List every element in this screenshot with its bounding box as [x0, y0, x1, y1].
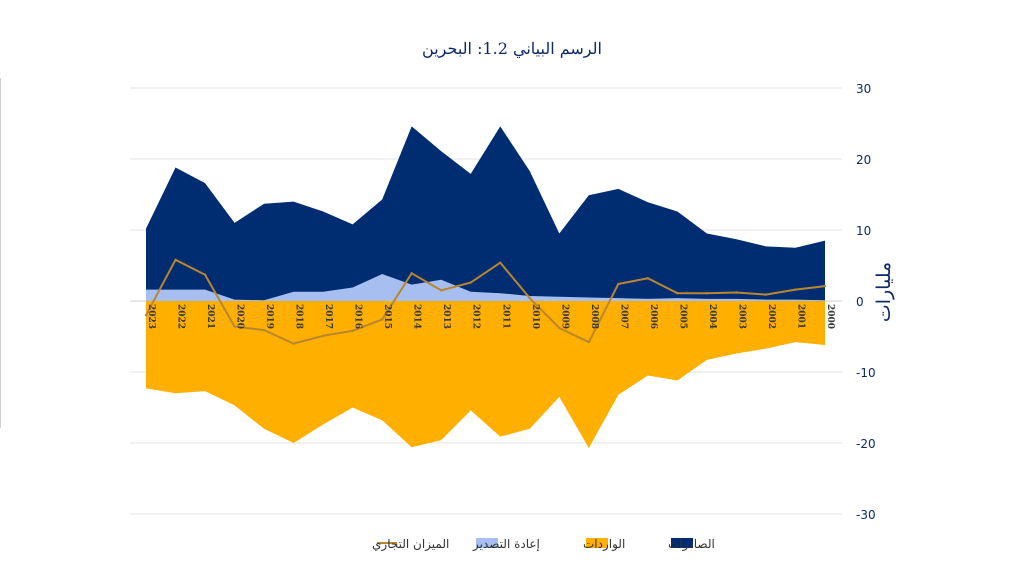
x-tick-label: 2015 [382, 304, 392, 329]
line-point [440, 289, 443, 292]
y-axis-label: مليارات [873, 262, 895, 322]
x-tick-label: 2009 [559, 304, 569, 329]
x-tick-label: 2003 [736, 304, 746, 329]
legend-label: الواردات [583, 537, 625, 552]
x-tick-label: 2001 [795, 304, 805, 329]
line-point [617, 282, 620, 286]
y-tick-label: 30 [856, 82, 871, 96]
x-tick-label: 2019 [264, 304, 274, 329]
line-point [676, 291, 679, 295]
line-point [351, 329, 354, 333]
y-tick-label: -20 [856, 437, 876, 451]
x-tick-label: 2011 [500, 304, 510, 329]
line-point [587, 340, 591, 344]
line-point [321, 334, 325, 337]
x-tick-label: 2016 [353, 304, 363, 329]
legend-item: الصادرات [668, 537, 715, 552]
area-series-2 [146, 274, 825, 301]
x-tick-label: 2008 [589, 304, 599, 329]
legend: الصادرات الواردات إعادة التصدير الميزان الت… [372, 537, 715, 552]
legend-label: إعادة التصدير [472, 537, 540, 552]
line-point [794, 288, 797, 291]
x-tick-label: 2020 [235, 304, 245, 329]
line-point [410, 272, 413, 275]
legend-item: الميزان التجاري [372, 537, 449, 552]
chart-title: الرسم البياني 1.2: البحرين [422, 39, 602, 58]
line-point [262, 328, 266, 332]
x-tick-label: 2012 [471, 304, 481, 329]
x-tick-label: 2006 [648, 304, 658, 329]
line-point [233, 325, 236, 328]
y-tick-label: -30 [856, 508, 876, 522]
x-tick-label: 2002 [766, 304, 776, 329]
line-point [735, 291, 738, 294]
x-tick-label: 2013 [441, 304, 451, 329]
x-tick-label: 2018 [294, 304, 304, 329]
x-tick-label: 2022 [176, 304, 186, 329]
plot-area [146, 126, 825, 448]
x-tick-label: 2014 [412, 304, 422, 329]
line-point [380, 318, 384, 321]
line-point [646, 277, 650, 280]
x-tick-label: 2000 [825, 304, 835, 329]
x-tick-label: 2017 [323, 304, 333, 329]
line-point [705, 291, 709, 295]
legend-swatch [671, 538, 693, 548]
legend-label: الصادرات [668, 537, 715, 552]
left-divider [0, 78, 1, 428]
line-point [469, 281, 472, 284]
legend-swatch [586, 538, 608, 548]
line-layer [144, 258, 827, 345]
area-series-0 [146, 126, 825, 301]
legend-item: إعادة التصدير [472, 537, 540, 552]
y-tick-label: 0 [856, 295, 864, 309]
line-point [528, 296, 531, 300]
line-point [823, 284, 827, 288]
line-point [764, 293, 768, 296]
x-tick-label: 2007 [618, 304, 628, 329]
x-tick-label: 2023 [146, 304, 156, 329]
y-tick-label: -10 [856, 366, 876, 380]
y-axis: 30 20 10 0 -10 -20 -30 [856, 82, 876, 522]
y-tick-label: 10 [856, 224, 871, 238]
line-point [203, 273, 207, 276]
line-point [144, 314, 148, 317]
x-tick-label: 2005 [677, 304, 687, 329]
legend-item: الواردات [583, 537, 625, 552]
y-tick-label: 20 [856, 153, 871, 167]
line-series-0 [145, 258, 826, 345]
x-tick-label: 2004 [707, 304, 717, 329]
line-point [499, 261, 502, 264]
x-tick-label: 2010 [530, 304, 540, 329]
line-point [558, 326, 561, 330]
legend-label: الميزان التجاري [372, 537, 449, 552]
line-point [174, 258, 177, 262]
x-tick-label: 2021 [205, 304, 215, 329]
legend-swatch [476, 538, 498, 548]
line-point [292, 342, 295, 345]
x-axis: 2023 2022 2021 2020 2019 2018 2017 2016 2015 2014… [146, 304, 835, 329]
area-series-1 [146, 301, 825, 448]
